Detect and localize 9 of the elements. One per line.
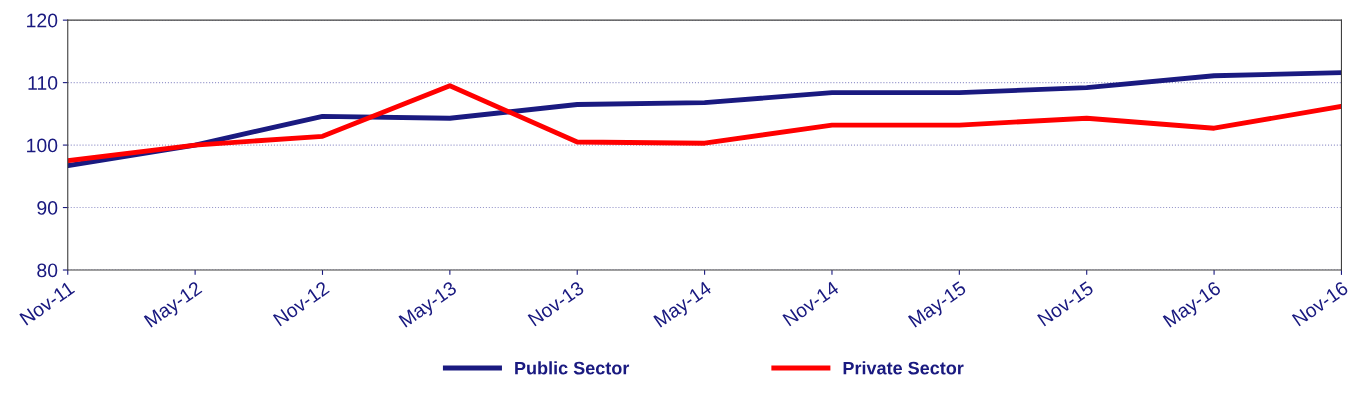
y-tick-label: 90 [37, 201, 58, 215]
line-series [67, 70, 1342, 169]
y-tick-label: 100 [27, 138, 58, 153]
legend-label: Public Sector [515, 361, 630, 375]
y-tick-label: 80 [37, 263, 58, 278]
y-tick-label: 120 [27, 13, 58, 28]
y-tick-label: 110 [28, 76, 58, 90]
line-series [67, 83, 1342, 164]
legend-label: Private Sector [843, 361, 964, 375]
